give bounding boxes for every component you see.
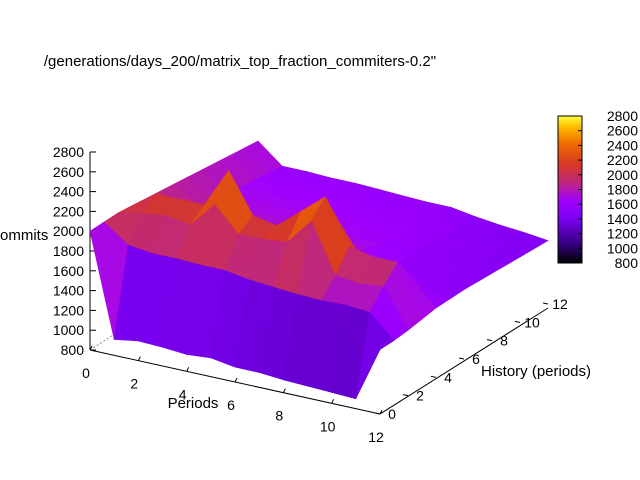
colorbar-tick-label: 1000 bbox=[607, 240, 638, 256]
z-ticks: 800 1000 1200 1400 1600 1800 2000 2200 2400 2600 2… bbox=[53, 144, 96, 358]
y-tick-mark bbox=[542, 302, 549, 305]
y-axis-label: History (periods) bbox=[481, 363, 591, 380]
x-tick-mark bbox=[379, 409, 383, 415]
x-tick-mark bbox=[331, 399, 335, 404]
colorbar-tick-label: 1800 bbox=[607, 182, 638, 198]
x-tick-mark bbox=[234, 377, 238, 383]
x-tick-mark bbox=[89, 345, 93, 351]
y-ticks: 0 2 4 6 8 10 12 bbox=[374, 296, 568, 422]
y-tick-label: 2 bbox=[416, 388, 424, 404]
y-tick-label: 8 bbox=[500, 333, 508, 349]
y-tick-label: 12 bbox=[552, 296, 568, 312]
colorbar-tick-label: 2000 bbox=[607, 167, 638, 183]
x-tick-label: 12 bbox=[368, 429, 384, 445]
colorbar-tick-label: 2800 bbox=[607, 108, 638, 124]
x-tick-label: 8 bbox=[275, 408, 283, 424]
y-tick-label: 6 bbox=[472, 351, 480, 367]
colorbar-tick-label: 2600 bbox=[607, 123, 638, 139]
colorbar-tick-label: 2400 bbox=[607, 137, 638, 153]
z-tick-label: 1000 bbox=[53, 322, 84, 338]
z-tick-label: 2800 bbox=[53, 144, 84, 160]
x-axis-label: Periods bbox=[168, 395, 219, 412]
z-tick-label: 2000 bbox=[53, 223, 84, 239]
y-tick-label: 4 bbox=[444, 369, 452, 385]
x-ticks: 0 2 4 6 8 10 12 bbox=[82, 345, 384, 445]
x-tick-mark bbox=[137, 356, 141, 361]
x-tick-label: 0 bbox=[82, 365, 90, 381]
colorbar-tick-label: 800 bbox=[615, 255, 639, 271]
z-tick-label: 1800 bbox=[53, 243, 84, 259]
chart-title: /generations/days_200/matrix_top_fractio… bbox=[44, 53, 436, 70]
z-axis-label: ommits bbox=[0, 227, 48, 244]
z-tick-label: 2600 bbox=[53, 164, 84, 180]
x-tick-label: 4 bbox=[179, 386, 187, 402]
y-tick-mark bbox=[486, 339, 493, 342]
colorbar-ticks: 8001000120014001600180020002200240026002… bbox=[578, 108, 638, 271]
surface-patch bbox=[355, 311, 395, 399]
z-tick-label: 800 bbox=[61, 342, 85, 358]
x-tick-mark bbox=[282, 388, 286, 393]
z-tick-label: 1600 bbox=[53, 263, 84, 279]
z-tick-label: 1200 bbox=[53, 302, 84, 318]
colorbar-tick-label: 2200 bbox=[607, 152, 638, 168]
y-tick-label: 0 bbox=[388, 406, 396, 422]
colorbar-tick-label: 1400 bbox=[607, 211, 638, 227]
x-tick-label: 2 bbox=[130, 376, 138, 392]
y-tick-mark bbox=[430, 375, 437, 378]
surface bbox=[89, 140, 549, 400]
y-tick-mark bbox=[402, 394, 409, 397]
y-tick-mark bbox=[514, 320, 521, 323]
z-tick-label: 2200 bbox=[53, 203, 84, 219]
z-tick-label: 2400 bbox=[53, 184, 84, 200]
x-tick-mark bbox=[186, 367, 190, 372]
z-tick-label: 1400 bbox=[53, 283, 84, 299]
y-tick-mark bbox=[458, 357, 465, 360]
colorbar-tick-label: 1200 bbox=[607, 226, 638, 242]
colorbar-tick-label: 1600 bbox=[607, 196, 638, 212]
y-tick-mark bbox=[374, 412, 381, 415]
x-tick-label: 10 bbox=[320, 418, 336, 434]
x-tick-label: 6 bbox=[227, 397, 235, 413]
y-tick-label: 10 bbox=[524, 314, 540, 330]
